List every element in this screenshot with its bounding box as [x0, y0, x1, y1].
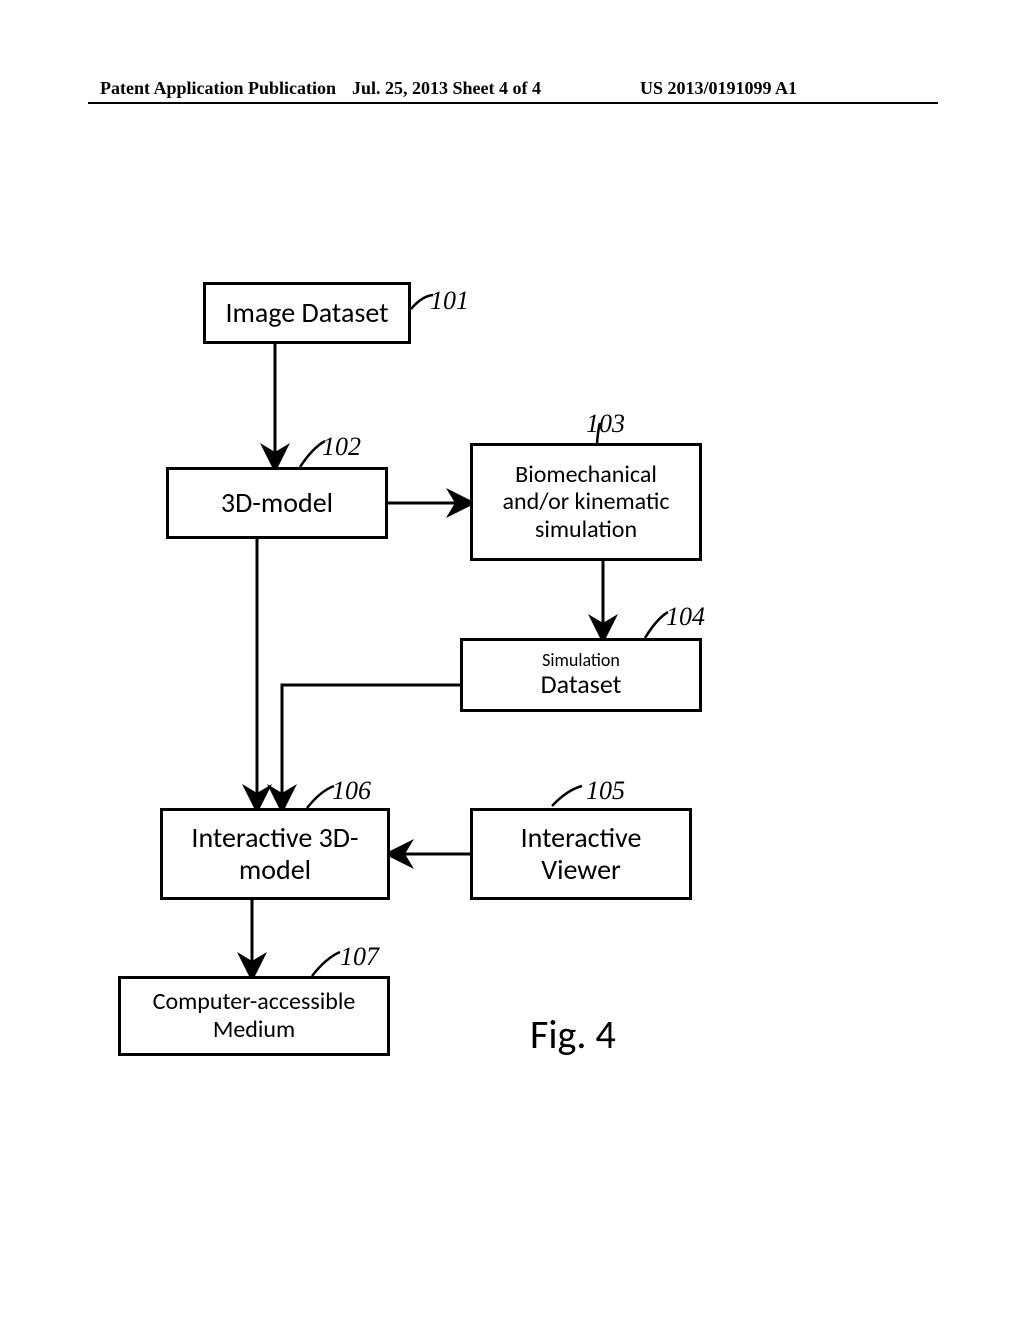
edge-n104-n106 [282, 685, 460, 808]
leader-107 [312, 952, 340, 976]
ref-107: 107 [340, 942, 379, 972]
ref-106: 106 [332, 776, 371, 806]
figure-caption: Fig. 4 [530, 1010, 616, 1059]
node-n102: 3D-model [166, 467, 388, 539]
ref-104: 104 [666, 602, 705, 632]
header-left: Patent Application Publication [100, 78, 336, 99]
node-n107: Computer-accessible Medium [118, 976, 390, 1056]
node-n104: SimulationDataset [460, 638, 702, 712]
ref-103: 103 [586, 409, 625, 439]
leader-106 [307, 786, 334, 808]
node-n103: Biomechanical and/or kinematic simulatio… [470, 443, 702, 561]
node-n106: Interactive 3D-model [160, 808, 390, 900]
ref-105: 105 [586, 776, 625, 806]
node-n105: Interactive Viewer [470, 808, 692, 900]
ref-102: 102 [322, 432, 361, 462]
page: Patent Application Publication Jul. 25, … [0, 0, 1024, 1320]
leader-105 [552, 786, 582, 806]
header-right: US 2013/0191099 A1 [640, 78, 797, 99]
node-n101: Image Dataset [203, 282, 411, 344]
header-mid: Jul. 25, 2013 Sheet 4 of 4 [352, 78, 541, 99]
header-rule [88, 102, 938, 104]
leader-104 [645, 612, 668, 638]
ref-101: 101 [430, 286, 469, 316]
